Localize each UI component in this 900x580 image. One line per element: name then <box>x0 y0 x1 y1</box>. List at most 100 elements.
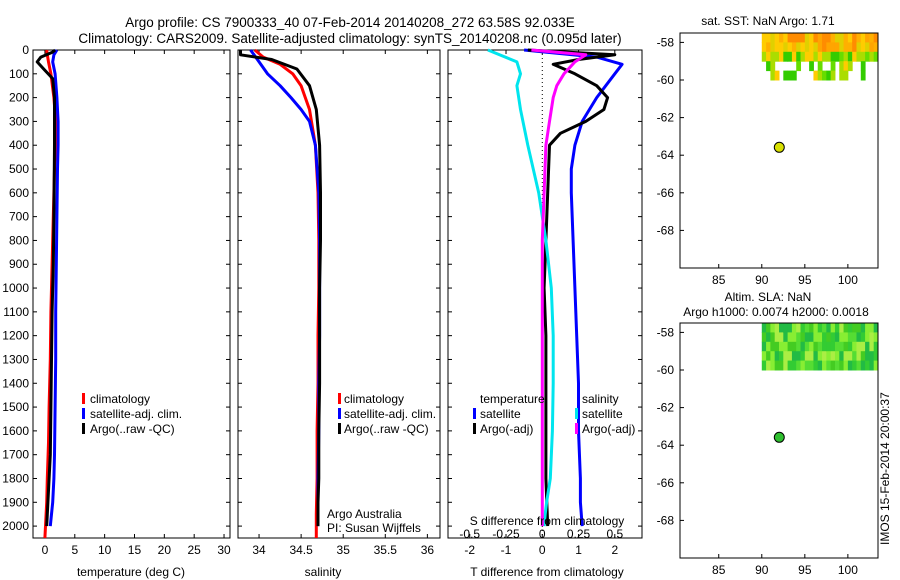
sst-cell <box>869 51 875 62</box>
sla-cell <box>809 332 814 343</box>
sla-cell <box>869 351 875 362</box>
sst-cell <box>787 70 793 81</box>
sla-cell <box>766 341 771 352</box>
sst-cell <box>822 51 827 62</box>
legend-label-climatology: climatology <box>344 392 404 406</box>
legend-swatch-satellite <box>338 408 341 419</box>
difference-x-axis: -2 -1 0 1 2 -0.5 -0.25 0 0.25 0.5 <box>459 50 623 557</box>
depth-tick-label: 1200 <box>2 329 29 343</box>
sst-cell <box>873 33 879 43</box>
sst-cell <box>800 33 806 43</box>
sla-cell <box>817 351 823 362</box>
sla-cell <box>766 351 771 362</box>
sla-cell <box>839 332 845 343</box>
figure-title-line2: Climatology: CARS2009. Satellite-adjuste… <box>78 31 621 46</box>
legend-swatch-argo <box>338 423 341 434</box>
lon-tick-label: 95 <box>798 273 812 287</box>
sst-cell <box>847 33 853 43</box>
sla-cell <box>809 323 814 333</box>
sla-cell <box>830 332 836 343</box>
x-tick-label: 34.5 <box>289 543 313 557</box>
sla-cell <box>774 351 780 362</box>
sst-cell <box>860 51 866 62</box>
lon-tick-label: 90 <box>755 563 769 577</box>
sst-cell <box>770 61 776 72</box>
sst-cell <box>791 51 797 62</box>
sla-cell <box>813 341 819 352</box>
lat-tick-label: -62 <box>657 111 675 125</box>
temperature-panel: 0100200300400500600700800900100011001200… <box>2 43 231 579</box>
x-tick-label: -1 <box>501 543 512 557</box>
legend-label-t-argo: Argo(-adj) <box>480 422 533 436</box>
lat-tick-label: -68 <box>657 223 675 237</box>
sla-cell <box>830 360 836 371</box>
x-tick-label: 30 <box>217 543 231 557</box>
sla-cell <box>779 360 784 371</box>
sst-cell <box>860 42 866 53</box>
sla-cell <box>800 332 806 343</box>
depth-tick-label: 0 <box>22 43 29 57</box>
sst-cell <box>869 33 875 43</box>
sst-cell <box>783 42 789 53</box>
sst-cell <box>822 70 827 81</box>
sla-cell <box>856 332 862 343</box>
sla-cell <box>791 323 797 333</box>
sla-cell <box>813 360 819 371</box>
sst-cell <box>770 33 776 43</box>
sst-cell <box>826 33 832 43</box>
sst-cell <box>817 33 823 43</box>
sla-cell <box>774 341 780 352</box>
sla-cell <box>869 323 875 333</box>
sst-cell <box>800 42 806 53</box>
sst-cell <box>826 51 832 62</box>
depth-tick-label: 800 <box>9 233 29 247</box>
sla-cell <box>770 341 776 352</box>
legend-label-argo: Argo(..raw -QC) <box>344 422 429 436</box>
sst-cell <box>847 42 853 53</box>
sla-cell <box>804 360 810 371</box>
sla-cell <box>839 360 845 371</box>
legend-label-satellite: satellite-adj. clim. <box>90 407 182 421</box>
sla-cell <box>761 360 767 371</box>
sla-cell <box>822 341 827 352</box>
series-line-salinity-satellite <box>487 48 555 527</box>
depth-tick-label: 1500 <box>2 400 29 414</box>
sst-cell <box>843 51 849 62</box>
x-tick-label: 34 <box>252 543 266 557</box>
sla-cell <box>847 341 853 352</box>
difference-panel: -2 -1 0 1 2 -0.5 -0.25 0 0.25 0.5 T difference fr… <box>447 48 643 579</box>
difference-legend: temperature salinity satellite Argo(-adj… <box>473 392 635 436</box>
depth-tick-label: 1900 <box>2 495 29 509</box>
x-tick-label: 0 <box>539 543 546 557</box>
x-tick-label: 0 <box>42 543 49 557</box>
lat-tick-label: -58 <box>657 35 675 49</box>
sst-cell <box>796 33 802 43</box>
sst-cell <box>817 70 823 81</box>
sla-cell <box>822 351 827 362</box>
depth-tick-label: 1100 <box>3 305 29 319</box>
sst-cell <box>847 51 853 62</box>
argo-float-marker <box>773 141 785 153</box>
x-tick-label: 35.5 <box>374 543 398 557</box>
sla-cell <box>843 323 849 333</box>
sla-cell <box>813 351 819 362</box>
depth-tick-label: 1700 <box>2 448 29 462</box>
sst-cell <box>843 61 849 72</box>
x-tick-label: 2 <box>611 543 618 557</box>
sla-cell <box>787 341 793 352</box>
x-tick-label: 35 <box>337 543 351 557</box>
sst-cell <box>787 51 793 62</box>
sla-cell <box>847 323 853 333</box>
sla-cell <box>869 360 875 371</box>
sla-cell <box>873 351 879 362</box>
series-line-salinity-argo-adj- <box>531 48 588 527</box>
sst-cell <box>852 51 857 62</box>
sst-cell <box>809 33 814 43</box>
institution-label: Argo Australia <box>327 507 402 521</box>
sst-cell <box>766 61 771 72</box>
legend-label-argo: Argo(..raw -QC) <box>90 422 175 436</box>
sst-cell <box>779 51 784 62</box>
series-line-argo-raw-qc- <box>239 50 322 527</box>
sla-cell <box>822 360 827 371</box>
sst-cell <box>774 33 780 43</box>
